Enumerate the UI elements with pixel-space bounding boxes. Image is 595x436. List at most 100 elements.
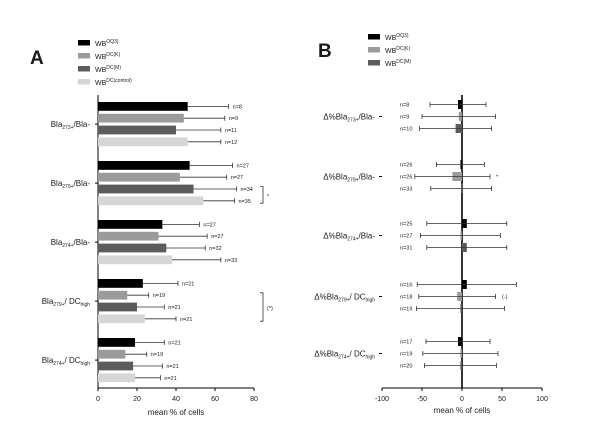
panel-letter-a: A bbox=[30, 48, 44, 69]
bar bbox=[98, 161, 190, 170]
n-label: n=19 bbox=[400, 352, 412, 358]
legend-label: WBDC(K) bbox=[385, 46, 411, 55]
n-label: n=17 bbox=[400, 340, 412, 346]
panel-letter-b: B bbox=[318, 41, 332, 62]
n-label: n=8 bbox=[400, 103, 409, 109]
bar bbox=[98, 255, 173, 265]
x-axis-title: mean % of cells bbox=[148, 408, 204, 417]
legend-swatch bbox=[368, 34, 380, 40]
bar bbox=[98, 349, 126, 359]
n-label: n=27 bbox=[400, 234, 412, 240]
n-label: n=26 bbox=[400, 175, 412, 181]
category-label: Bla279+/Bla- bbox=[51, 179, 91, 190]
x-tick-label: 80 bbox=[250, 396, 258, 403]
n-label: n=27 bbox=[231, 175, 243, 181]
bar bbox=[98, 279, 143, 288]
bar bbox=[98, 137, 188, 147]
category-label: Δ%Bla279+/Bla- bbox=[323, 173, 375, 184]
x-tick-label: 20 bbox=[133, 396, 141, 403]
bar bbox=[98, 220, 163, 229]
n-label: n=19 bbox=[153, 293, 165, 299]
n-label: n=9 bbox=[400, 115, 409, 121]
legend-swatch bbox=[368, 60, 380, 66]
n-label: n=19 bbox=[151, 352, 163, 358]
n-label: n=21 bbox=[168, 340, 180, 346]
n-label: n=26 bbox=[400, 163, 412, 169]
category-label: Bla279+/ DChigh bbox=[42, 297, 91, 308]
x-tick-label: 0 bbox=[96, 396, 100, 403]
category-label: Bla273+/Bla- bbox=[51, 120, 91, 131]
bar bbox=[98, 338, 136, 347]
legend-swatch bbox=[78, 40, 90, 46]
n-label: n=21 bbox=[182, 281, 194, 287]
significance-annotation: * bbox=[496, 175, 499, 181]
n-label: n=18 bbox=[400, 295, 412, 301]
panel-b: WBOQ3) WBDC(K) WBDC(M) -100 -50 0 50 100 mean % … bbox=[314, 33, 548, 415]
n-label: n=27 bbox=[203, 222, 215, 228]
bar bbox=[98, 196, 204, 206]
n-label: n=9 bbox=[229, 116, 238, 122]
legend-swatch bbox=[78, 79, 90, 85]
x-tick-label: 100 bbox=[536, 396, 548, 403]
n-label: n=11 bbox=[225, 128, 237, 134]
bar bbox=[98, 290, 128, 300]
category-label: Bla274+/ DChigh bbox=[42, 356, 91, 367]
bar bbox=[98, 314, 145, 324]
bar bbox=[98, 113, 184, 123]
bar bbox=[98, 361, 134, 371]
legend-label: WBDC(M) bbox=[95, 65, 121, 74]
n-label: n=21 bbox=[168, 305, 180, 311]
n-label: n=31 bbox=[400, 246, 412, 252]
category-label: Bla274+/Bla- bbox=[51, 238, 91, 249]
category-label: Δ%Bla274+/ DChigh bbox=[314, 350, 375, 361]
bar bbox=[98, 172, 180, 182]
n-label: n=34 bbox=[240, 187, 252, 193]
n-label: n=21 bbox=[166, 364, 178, 370]
n-label: n=19 bbox=[400, 307, 412, 313]
bar bbox=[98, 373, 136, 383]
n-label: n=32 bbox=[209, 246, 221, 252]
n-label: n=35 bbox=[239, 199, 251, 205]
n-label: n=20 bbox=[400, 364, 412, 370]
n-label: n=27 bbox=[211, 234, 223, 240]
legend-label: WBOQ3) bbox=[95, 39, 119, 48]
significance-bracket bbox=[260, 292, 264, 322]
bar bbox=[98, 302, 137, 312]
significance-bracket bbox=[260, 186, 264, 204]
bar bbox=[98, 231, 159, 241]
legend-label: WBDC(control) bbox=[95, 78, 132, 87]
x-tick-label: 40 bbox=[172, 396, 180, 403]
legend-label: WBOQ3) bbox=[385, 33, 409, 42]
bar bbox=[98, 243, 167, 253]
panel-a: WBOQ3) WBDC(K) WBDC(M) WBDC(control) 0 20 40 60… bbox=[42, 39, 273, 417]
x-tick-label: 50 bbox=[498, 396, 506, 403]
legend-label: WBDC(M) bbox=[385, 59, 411, 68]
bar bbox=[98, 102, 188, 111]
n-label: n=21 bbox=[180, 317, 192, 323]
x-tick-label: 0 bbox=[460, 396, 464, 403]
x-axis-title: mean % of cells bbox=[434, 406, 490, 415]
x-tick-label: -100 bbox=[375, 396, 389, 403]
category-label: Δ%Bla274+/Bla- bbox=[323, 232, 375, 243]
x-tick-label: -50 bbox=[417, 396, 427, 403]
legend-swatch bbox=[78, 66, 90, 72]
significance-annotation: (-) bbox=[502, 295, 508, 301]
category-label: Δ%Bla273+/Bla- bbox=[323, 113, 375, 124]
n-label: n=16 bbox=[400, 283, 412, 289]
legend-label: WBDC(K) bbox=[95, 52, 121, 61]
n-label: n=27 bbox=[237, 163, 249, 169]
n-label: n=21 bbox=[164, 376, 176, 382]
n-label: n=12 bbox=[225, 140, 237, 146]
legend-swatch bbox=[78, 53, 90, 59]
significance-annotation: * bbox=[267, 194, 270, 200]
n-label: n=8 bbox=[233, 104, 242, 110]
category-label: Δ%Bla279+/ DChigh bbox=[314, 293, 375, 304]
bar bbox=[98, 184, 194, 194]
significance-annotation: (*) bbox=[267, 306, 273, 312]
n-label: n=33 bbox=[400, 187, 412, 193]
n-label: n=33 bbox=[225, 258, 237, 264]
n-label: n=25 bbox=[400, 222, 412, 228]
bar bbox=[98, 125, 176, 135]
x-tick-label: 60 bbox=[211, 396, 219, 403]
